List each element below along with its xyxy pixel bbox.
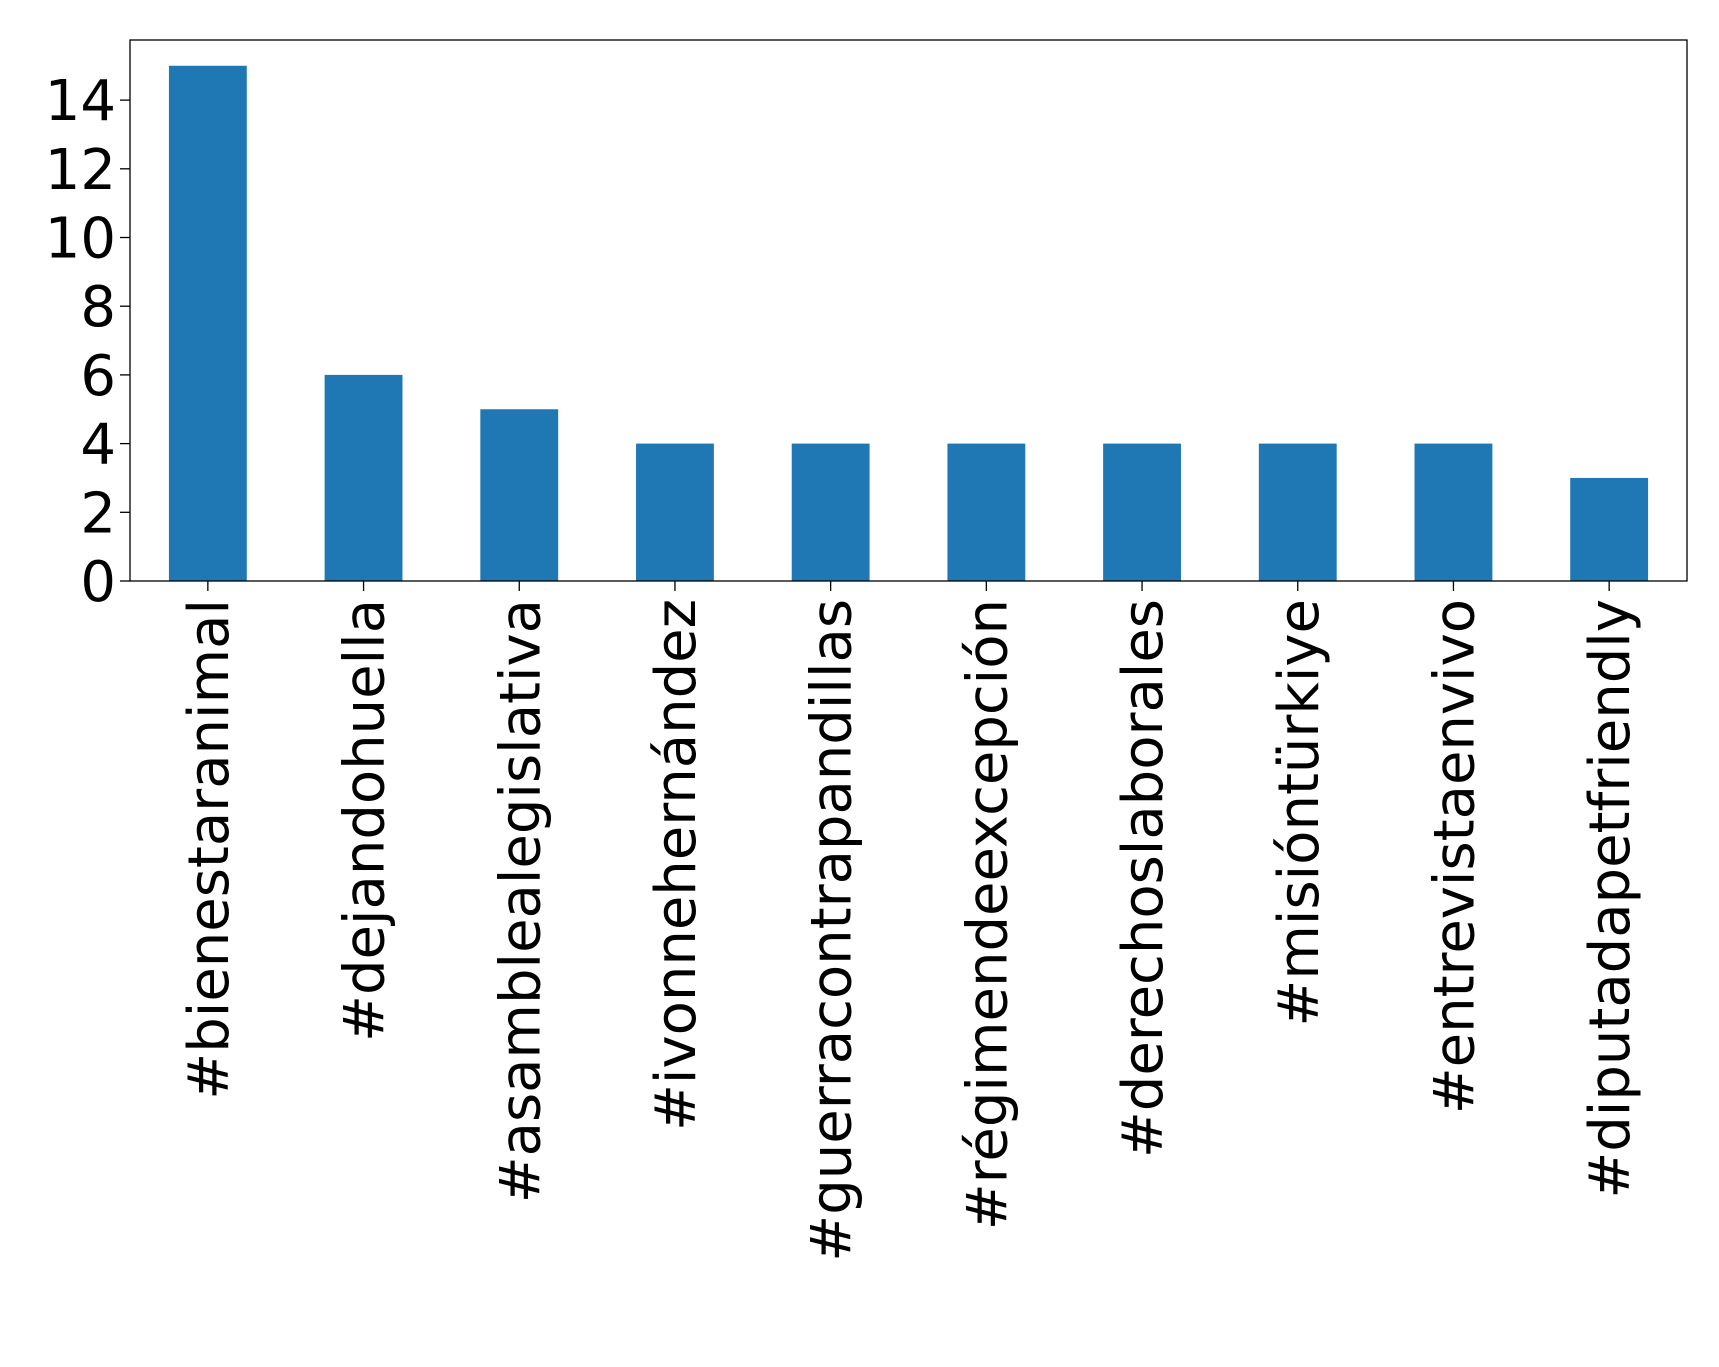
y-tick-label: 12 [45, 138, 116, 203]
bar [1103, 443, 1181, 581]
y-tick-label: 10 [45, 207, 116, 272]
x-tick-label: #régimendeexcepción [955, 599, 1020, 1230]
x-tick-label: #guerracontrapandillas [800, 599, 865, 1262]
bar [1258, 443, 1337, 581]
bar [791, 443, 870, 581]
bar [168, 65, 247, 581]
bar [324, 374, 403, 581]
x-tick-label: #entrevistaenvivo [1422, 599, 1487, 1114]
bar [1570, 477, 1649, 581]
y-tick-label: 2 [80, 481, 116, 546]
y-tick-label: 14 [45, 69, 116, 134]
bar [1414, 443, 1493, 581]
x-tick-label: #misióntürkiye [1267, 599, 1332, 1027]
y-tick-label: 8 [80, 275, 116, 340]
x-tick-label: #dejandohuella [333, 599, 398, 1042]
x-tick-label: #bienestaranimal [177, 599, 242, 1100]
x-tick-label: #asamblealegislativa [488, 599, 553, 1203]
bar [636, 443, 714, 581]
x-tick-label: #diputadapetfriendly [1578, 599, 1643, 1199]
y-tick-label: 6 [80, 344, 116, 409]
plot-frame [129, 39, 1688, 582]
bar [947, 443, 1026, 581]
y-tick-label: 4 [80, 413, 116, 478]
y-tick-label: 0 [80, 550, 116, 615]
bar [480, 409, 559, 581]
x-tick-label: #derechoslaborales [1111, 599, 1176, 1158]
x-tick-label: #ivonnehernández [644, 599, 709, 1131]
